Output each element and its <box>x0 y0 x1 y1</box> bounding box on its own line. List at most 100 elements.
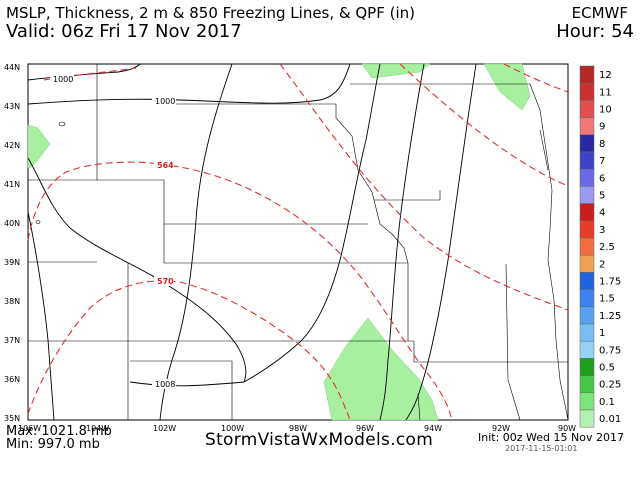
label-bg <box>152 96 176 106</box>
colorbar-swatch <box>579 237 595 256</box>
lon-labels: 106W 104W 102W 100W 98W 96W 94W 92W 90W <box>18 424 576 433</box>
lake-feature <box>58 121 66 127</box>
qpf-area-west <box>27 124 51 169</box>
colorbar-label: 0.01 <box>599 414 621 425</box>
qpf-area-northeast <box>483 63 531 111</box>
isobar-label-1000-a: 1000 <box>53 75 73 84</box>
thickness-564 <box>27 161 453 421</box>
thickness-lines <box>27 63 569 421</box>
colorbar-label: 2 <box>599 259 605 270</box>
model-name: ECMWF <box>571 4 628 22</box>
thickness-label-564: 564 <box>157 161 174 170</box>
colorbar-label: 9 <box>599 122 605 133</box>
colorbar-label: 7 <box>599 156 605 167</box>
colorbar-label: 3 <box>599 225 605 236</box>
colorbar-swatch <box>579 306 595 325</box>
thickness-north-3 <box>399 63 569 187</box>
colorbar-swatch <box>579 65 595 84</box>
colorbar-swatch <box>579 272 595 290</box>
thickness-ne <box>503 63 569 93</box>
colorbar-label: 1.5 <box>599 294 615 305</box>
thickness-570 <box>27 280 351 421</box>
lat-label: 39N <box>4 258 20 267</box>
lat-label: 37N <box>4 336 20 345</box>
colorbar-swatch <box>579 323 595 342</box>
qpf-area-south <box>323 317 439 421</box>
colorbar-label: 6 <box>599 173 605 184</box>
valid-time: Valid: 06z Fri 17 Nov 2017 <box>6 21 242 42</box>
isobar-east-1 <box>379 63 425 421</box>
lat-labels: 44N 43N 42N 41N 40N 39N 38N 37N 36N 35N <box>4 63 20 423</box>
colorbar-label: 11 <box>599 87 612 98</box>
forecast-hour: Hour: 54 <box>556 21 634 42</box>
map-panel <box>27 63 569 421</box>
colorbar-swatch <box>579 392 595 411</box>
isobar-east-2 <box>405 63 477 421</box>
isobar-1000-upper <box>27 63 351 105</box>
max-pressure: Max: 1021.8 mb <box>6 424 112 439</box>
colorbar-swatch <box>579 409 595 428</box>
colorbar-swatch <box>579 134 595 153</box>
map-title: MSLP, Thickness, 2 m & 850 Freezing Line… <box>6 4 415 22</box>
label-bg <box>50 74 74 84</box>
map-frame <box>27 63 569 421</box>
lat-label: 40N <box>4 219 20 228</box>
colorbar-swatch <box>579 100 595 118</box>
lon-label: 102W <box>153 424 176 433</box>
colorbar-label: 10 <box>599 105 612 116</box>
colorbar-label: 5 <box>599 191 605 202</box>
lat-label: 43N <box>4 102 20 111</box>
lon-label: 94W <box>424 424 442 433</box>
colorbar-label: 8 <box>599 139 605 150</box>
lat-label: 42N <box>4 141 20 150</box>
colorbar-label: 0.75 <box>599 345 621 356</box>
lon-label: 96W <box>356 424 374 433</box>
colorbar-label: 12 <box>599 70 612 81</box>
colorbar-swatch <box>579 220 595 239</box>
lat-label: 44N <box>4 63 20 72</box>
thickness-north-1 <box>43 67 137 81</box>
isobar-central <box>159 63 233 421</box>
lon-label: 92W <box>492 424 510 433</box>
lon-label: 90W <box>558 424 576 433</box>
lon-label: 98W <box>289 424 307 433</box>
colorbar-swatch <box>579 203 595 222</box>
colorbar-swatch <box>579 340 595 359</box>
isobars <box>27 63 477 421</box>
site-name: StormVistaWxModels.com <box>205 430 434 450</box>
colorbar-swatch <box>579 151 595 170</box>
qpf-colorbar: 12 11 10 9 8 7 6 5 4 3 2.5 2 1.75 1.5 1.25 1 0.75 0.5 0.25… <box>579 65 621 428</box>
colorbar-label: 4 <box>599 208 605 219</box>
isobar-west-south <box>27 211 55 421</box>
isobar-label-1008: 1008 <box>155 380 175 389</box>
label-bg <box>154 160 174 170</box>
colorbar-label: 0.1 <box>599 397 615 408</box>
colorbar-label: 1.25 <box>599 311 621 322</box>
lat-label: 41N <box>4 180 20 189</box>
lon-label: 104W <box>86 424 109 433</box>
thickness-label-570: 570 <box>157 277 174 286</box>
lat-label: 35N <box>4 414 20 423</box>
init-time: Init: 00z Wed 15 Nov 2017 <box>478 431 624 444</box>
lat-label: 36N <box>4 375 20 384</box>
colorbar-label: 0.5 <box>599 363 615 374</box>
colorbar-swatch <box>579 375 595 394</box>
timestamp: 2017-11-15-01:01 <box>505 444 578 453</box>
colorbar-swatch <box>579 117 595 136</box>
colorbar-label: 1.75 <box>599 277 621 288</box>
label-bg <box>154 276 174 286</box>
lat-label: 38N <box>4 297 20 306</box>
colorbar-label: 0.25 <box>599 380 621 391</box>
thickness-north-2 <box>279 63 569 311</box>
lake-feature <box>35 220 41 224</box>
isobar-1008 <box>129 63 381 387</box>
colorbar-swatch <box>579 289 595 308</box>
colorbar-swatch <box>579 358 595 376</box>
colorbar-label: 1 <box>599 328 605 339</box>
colorbar-label: 2.5 <box>599 242 615 253</box>
min-pressure: Min: 997.0 mb <box>6 437 100 452</box>
qpf-areas <box>27 63 531 421</box>
colorbar-swatch <box>579 82 595 101</box>
colorbar-swatch <box>579 186 595 204</box>
